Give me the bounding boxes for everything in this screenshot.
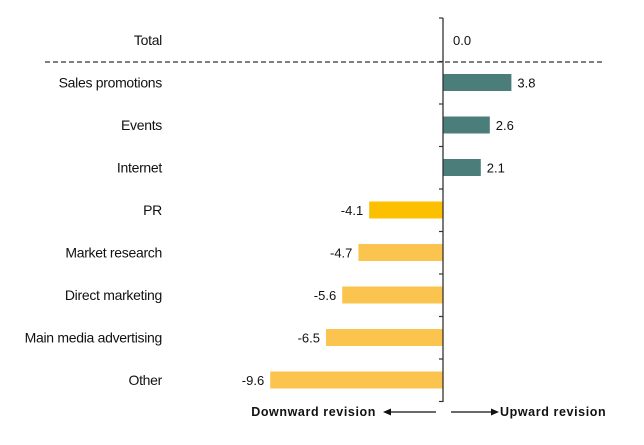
right-arrow-icon bbox=[491, 408, 499, 416]
value-label-events: 2.6 bbox=[496, 118, 514, 133]
category-label-market-research: Market research bbox=[65, 245, 162, 261]
value-label-total: 0.0 bbox=[453, 33, 471, 48]
value-label-direct-marketing: -5.6 bbox=[314, 288, 336, 303]
category-label-internet: Internet bbox=[117, 160, 162, 176]
bars-layer: Total 0.0 Sales promotions 3.8 Events 2.6 Inte… bbox=[25, 32, 535, 389]
category-label-sales-promotions: Sales promotions bbox=[59, 75, 163, 91]
revision-legend: Downward revision Upward revision bbox=[251, 405, 606, 419]
category-label-total: Total bbox=[134, 32, 162, 48]
zero-axis bbox=[439, 17, 444, 403]
category-label-direct-marketing: Direct marketing bbox=[65, 287, 162, 303]
category-label-main-media-advertising: Main media advertising bbox=[25, 330, 162, 346]
category-label-pr: PR bbox=[143, 202, 162, 218]
bar-events bbox=[443, 116, 490, 134]
category-label-other: Other bbox=[128, 372, 162, 388]
bar-internet bbox=[443, 159, 481, 176]
category-label-events: Events bbox=[121, 117, 162, 133]
bar-other bbox=[270, 371, 443, 389]
value-label-internet: 2.1 bbox=[487, 161, 505, 176]
value-label-market-research: -4.7 bbox=[330, 246, 352, 261]
bar-main-media-advertising bbox=[326, 329, 443, 346]
value-label-main-media-advertising: -6.5 bbox=[298, 331, 320, 346]
downward-revision-label: Downward revision bbox=[251, 405, 376, 419]
value-label-other: -9.6 bbox=[242, 373, 264, 388]
bar-market-research bbox=[358, 244, 443, 261]
value-label-pr: -4.1 bbox=[341, 203, 363, 218]
bar-pr bbox=[369, 201, 443, 219]
upward-revision-label: Upward revision bbox=[500, 405, 606, 419]
left-arrow-icon bbox=[383, 408, 391, 416]
bar-direct-marketing bbox=[342, 286, 443, 304]
bar-sales-promotions bbox=[443, 74, 512, 91]
value-label-sales-promotions: 3.8 bbox=[517, 76, 535, 91]
